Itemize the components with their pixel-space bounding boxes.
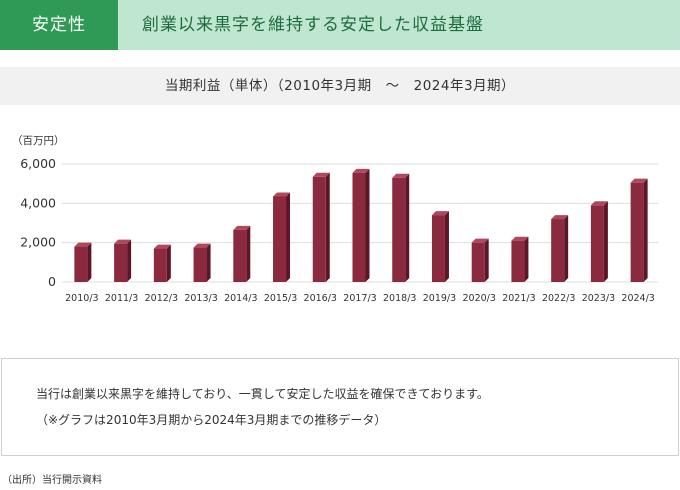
- bar-side: [405, 173, 410, 282]
- bar-chart: （百万円） 0 2,000 4,000 6,000 2010/3 2011/3 2012/3 2…: [12, 135, 658, 304]
- bar: [630, 182, 644, 282]
- bar-top: [590, 201, 608, 206]
- bar: [74, 246, 88, 282]
- y-tick-label: 2,000: [20, 235, 56, 250]
- x-tick-label: 2024/3: [621, 293, 654, 304]
- bar: [114, 243, 128, 282]
- bar-top: [392, 173, 410, 178]
- bar: [153, 248, 167, 282]
- x-tick-label: 2015/3: [264, 293, 297, 304]
- bar-top: [511, 236, 529, 241]
- bar-side: [325, 172, 330, 282]
- bar-side: [286, 192, 291, 282]
- bar: [551, 219, 565, 282]
- bar-top: [153, 244, 171, 249]
- bar-top: [233, 225, 251, 230]
- bar: [431, 215, 445, 282]
- note-line-1: 当行は創業以来黒字を維持しており、一貫して安定した収益を確保できております。: [36, 387, 489, 401]
- bar-side: [444, 211, 449, 282]
- x-tick-label: 2012/3: [145, 293, 178, 304]
- bar: [511, 240, 525, 282]
- bar: [193, 247, 207, 282]
- x-tick-label: 2023/3: [582, 293, 615, 304]
- bar-top: [630, 178, 648, 183]
- bar: [312, 176, 326, 282]
- bar-side: [206, 243, 211, 282]
- note-line-2: （※グラフは2010年3月期から2024年3月期までの推移データ）: [36, 413, 387, 427]
- bar-side: [246, 225, 251, 282]
- x-tick-label: 2017/3: [343, 293, 376, 304]
- source-note: （出所）当行開示資料: [2, 475, 102, 486]
- x-tick-label: 2020/3: [462, 293, 495, 304]
- section-tag: 安定性: [0, 0, 118, 50]
- x-tick-label: 2022/3: [542, 293, 575, 304]
- bar: [352, 172, 366, 282]
- y-tick-label: 6,000: [20, 156, 56, 171]
- y-unit-label: （百万円）: [12, 135, 65, 147]
- x-tick-label: 2014/3: [224, 293, 257, 304]
- bar-top: [273, 192, 291, 197]
- y-tick-label: 0: [48, 274, 56, 289]
- x-tick-label: 2016/3: [304, 293, 337, 304]
- chart-title: 当期利益（単体）（2010年3月期 ～ 2024年3月期）: [164, 78, 516, 94]
- bar-side: [564, 215, 569, 282]
- bar-side: [484, 238, 489, 282]
- bar-top: [431, 211, 449, 216]
- bar-top: [551, 215, 569, 220]
- x-tick-label: 2021/3: [502, 293, 535, 304]
- bar: [233, 229, 247, 282]
- header-bar: 安定性 創業以来黒字を維持する安定した収益基盤: [0, 0, 680, 50]
- bar-top: [471, 238, 489, 243]
- y-tick-label: 4,000: [20, 195, 56, 210]
- bar: [392, 177, 406, 282]
- section-title: 創業以来黒字を維持する安定した収益基盤: [142, 15, 484, 35]
- bar-top: [312, 172, 330, 177]
- bar-top: [74, 242, 92, 247]
- x-tick-label: 2010/3: [65, 293, 98, 304]
- x-tick-label: 2013/3: [184, 293, 217, 304]
- bar-top: [352, 168, 370, 173]
- x-tick-label: 2019/3: [423, 293, 456, 304]
- chart-title-band: 当期利益（単体）（2010年3月期 ～ 2024年3月期）: [0, 67, 680, 105]
- bar: [590, 205, 604, 282]
- bar: [273, 196, 287, 282]
- note-box: 当行は創業以来黒字を維持しており、一貫して安定した収益を確保できております。 （…: [1, 358, 679, 456]
- bar-side: [166, 244, 171, 282]
- bar-side: [365, 168, 370, 282]
- bar: [471, 242, 485, 282]
- bar-top: [193, 243, 211, 248]
- x-tick-label: 2018/3: [383, 293, 416, 304]
- bar-side: [524, 236, 529, 282]
- bar-side: [127, 239, 132, 282]
- bar-side: [87, 242, 92, 282]
- bar-side: [603, 201, 608, 282]
- x-tick-label: 2011/3: [105, 293, 138, 304]
- bar-side: [643, 178, 648, 282]
- bar-top: [114, 239, 132, 244]
